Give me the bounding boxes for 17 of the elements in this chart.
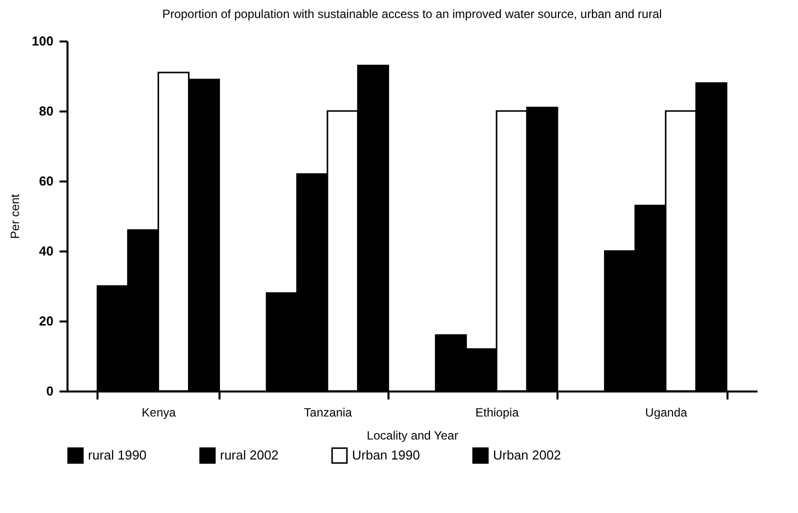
x-axis-title: Locality and Year <box>366 428 458 442</box>
x-tick-label: Uganda <box>645 406 688 420</box>
legend-label: rural 2002 <box>220 448 279 463</box>
legend-label: Urban 2002 <box>493 448 561 463</box>
chart-title: Proportion of population with sustainable access to an improved water source, urban and rural <box>162 7 662 21</box>
y-tick-label: 40 <box>39 244 54 258</box>
y-axis-title: Per cent <box>8 193 22 239</box>
y-tick-label: 100 <box>32 34 54 48</box>
y-tick-label: 60 <box>39 174 54 188</box>
x-tick-label: Kenya <box>142 406 176 420</box>
y-tick-label: 20 <box>39 314 54 328</box>
y-tick-label: 80 <box>39 104 54 118</box>
x-tick-label: Tanzania <box>304 406 352 420</box>
legend-label: rural 1990 <box>88 448 147 463</box>
x-tick-label: Ethiopia <box>475 406 520 420</box>
legend-label: Urban 1990 <box>352 448 420 463</box>
y-tick-label: 0 <box>46 384 54 398</box>
